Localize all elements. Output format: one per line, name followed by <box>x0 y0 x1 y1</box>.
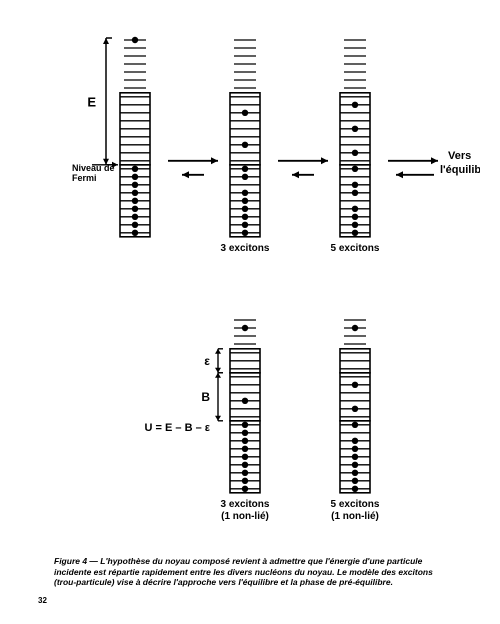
svg-text:E: E <box>87 94 96 109</box>
diagram-svg: E Niveau deFermi 3 excitons 5 excitons Vers l… <box>20 20 480 550</box>
svg-text:ε: ε <box>204 354 210 368</box>
svg-text:(1 non-lié): (1 non-lié) <box>221 511 269 522</box>
svg-text:3 excitons: 3 excitons <box>221 499 270 510</box>
svg-text:5 excitons: 5 excitons <box>331 243 380 254</box>
svg-text:3 excitons: 3 excitons <box>221 243 270 254</box>
page-number: 32 <box>38 596 480 605</box>
svg-text:5 excitons: 5 excitons <box>331 499 380 510</box>
svg-text:B: B <box>201 390 210 404</box>
svg-text:Niveau de: Niveau de <box>72 163 115 173</box>
svg-text:Vers: Vers <box>448 150 471 162</box>
figure-caption: Figure 4 — L'hypothèse du noyau composé … <box>20 556 480 588</box>
caption-prefix: Figure 4 — <box>54 556 100 566</box>
figure-diagram: E Niveau deFermi 3 excitons 5 excitons Vers l… <box>20 20 480 550</box>
svg-text:(1 non-lié): (1 non-lié) <box>331 511 379 522</box>
svg-text:U = E – B – ε: U = E – B – ε <box>145 422 211 434</box>
caption-text: L'hypothèse du noyau composé revient à a… <box>54 556 433 587</box>
svg-text:l'équilibre: l'équilibre <box>440 164 480 176</box>
svg-text:Fermi: Fermi <box>72 173 97 183</box>
